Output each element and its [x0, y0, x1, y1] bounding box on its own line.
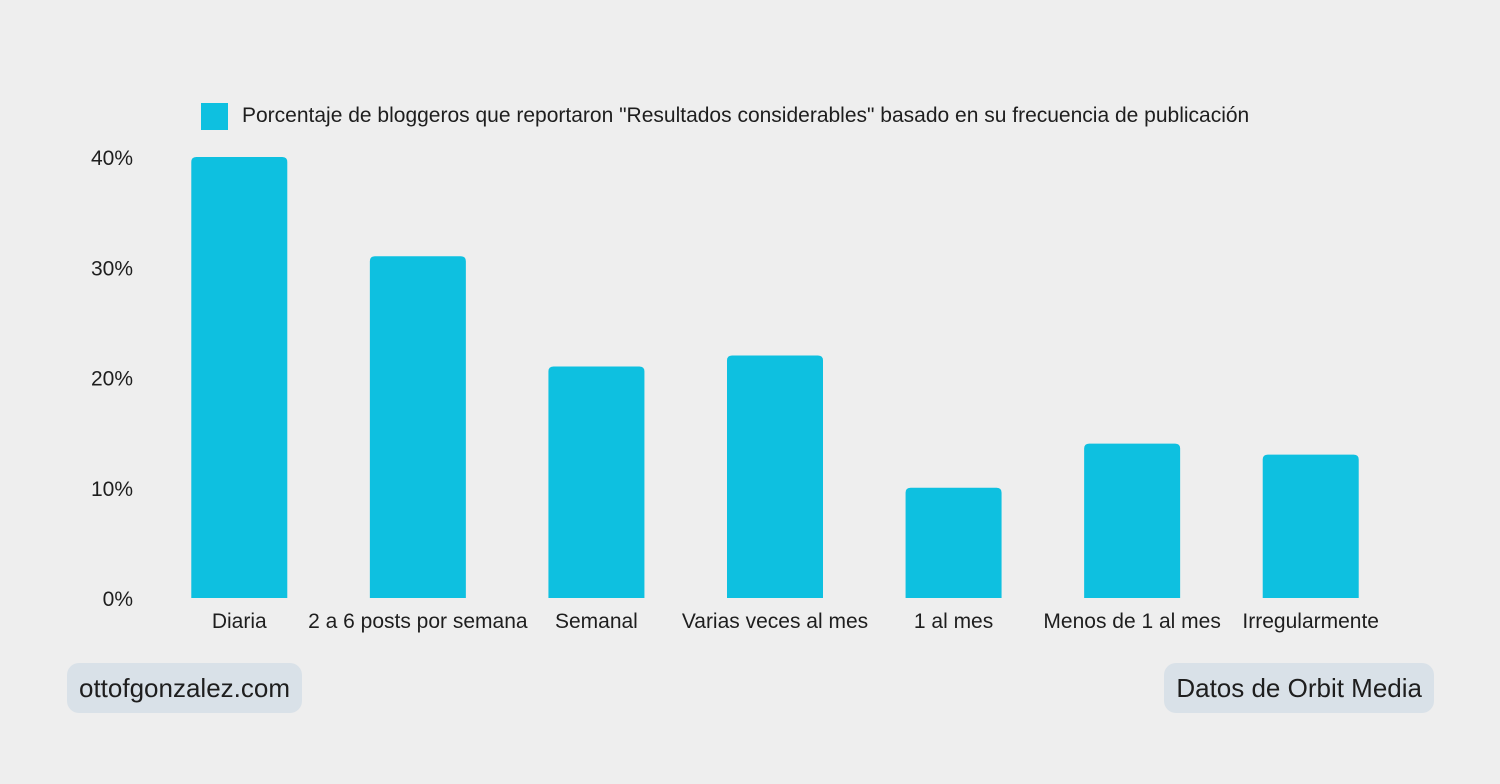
x-tick-label: Varias veces al mes	[682, 610, 868, 633]
y-tick-label: 10%	[91, 478, 133, 501]
bar	[548, 366, 645, 598]
y-tick-label: 30%	[91, 257, 133, 280]
bar	[1262, 454, 1359, 598]
website-badge: ottofgonzalez.com	[67, 663, 303, 713]
legend-label: Porcentaje de bloggeros que reportaron "…	[242, 104, 1249, 127]
x-axis: Diaria 2 a 6 posts por semana Semanal Varia…	[212, 610, 1379, 633]
y-axis: 0% 10% 20% 30% 40%	[91, 147, 133, 611]
legend-swatch	[201, 103, 228, 130]
bar	[727, 355, 823, 598]
x-tick-label: 2 a 6 posts por semana	[308, 610, 528, 633]
y-tick-label: 0%	[103, 588, 133, 611]
bar	[191, 157, 288, 598]
y-tick-label: 20%	[91, 368, 133, 391]
x-tick-label: 1 al mes	[914, 610, 993, 633]
source-badge: Datos de Orbit Media	[1164, 663, 1434, 713]
bar	[369, 256, 466, 598]
y-tick-label: 40%	[91, 147, 133, 170]
x-tick-label: Menos de 1 al mes	[1043, 610, 1220, 633]
bar-chart: Porcentaje de bloggeros que reportaron "…	[91, 103, 1379, 633]
x-tick-label: Semanal	[555, 610, 638, 633]
bar	[1084, 443, 1181, 598]
x-tick-label: Diaria	[212, 610, 267, 633]
bar	[905, 487, 1002, 598]
bars	[191, 157, 1359, 598]
legend: Porcentaje de bloggeros que reportaron "…	[201, 103, 1249, 130]
x-tick-label: Irregularmente	[1242, 610, 1379, 633]
